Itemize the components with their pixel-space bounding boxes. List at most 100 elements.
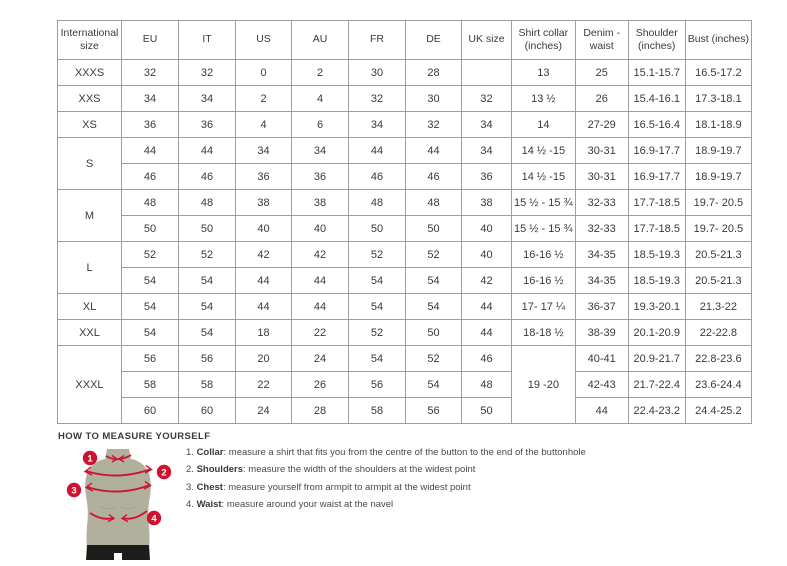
size-cell: S [57,137,122,190]
table-cell: 34 [461,137,512,164]
marker-1-badge: 1 [82,450,98,466]
header-international-size: International size [57,20,122,60]
table-cell: 44 [291,293,349,320]
table-cell: 22.8-23.6 [684,345,753,372]
size-cell: XXXS [57,59,122,86]
chest-contour-left [98,505,116,510]
table-cell: 44 [178,137,236,164]
table-cell: 4 [291,85,349,112]
table-row: 58 58 22 26 56 54 48 42-43 21.7-22.4 23.6-24.4 [58,371,753,398]
table-cell: 54 [348,267,406,294]
table-cell: 20 [235,345,292,372]
table-cell: 44 [461,319,512,346]
marker-2-badge: 2 [156,464,172,480]
marker-1-number: 1 [87,453,93,464]
table-cell: 19.7- 20.5 [684,215,753,242]
size-cell: XL [57,293,122,320]
table-cell: 32 [461,85,512,112]
table-row: S 44 44 34 34 44 44 34 14 ½ -15 30-31 16.9-17.7 18.… [57,137,753,190]
table-cell: 44 [348,137,406,164]
marker-3-badge: 3 [66,482,82,498]
table-cell: 30 [348,59,406,86]
collar-arrow-left [117,454,125,463]
marker-4-number: 4 [151,513,157,524]
table-cell: 38 [235,189,292,216]
table-cell: 17.3-18.1 [684,85,753,112]
table-row: 54 54 44 44 54 54 42 16-16 ½ 34-35 18.5-19.3 20.5-… [58,267,753,294]
table-cell: 20.1-20.9 [627,319,686,346]
chest-arrow-right [143,480,152,490]
table-cell: 36-37 [574,293,629,320]
table-cell: 16.5-17.2 [684,59,753,86]
shoulders-measure-line [85,468,152,477]
chest-measure-line [86,484,151,493]
table-row: 50 50 40 40 50 50 40 15 ½ - 15 ¾ 32-33 17.7-18.5 1… [58,215,753,242]
size-cell: M [57,189,122,242]
collar-cell: 14 [511,111,576,138]
table-cell: 44 [461,293,512,320]
measure-section-heading: HOW TO MEASURE YOURSELF [58,431,211,442]
table-cell: 54 [178,267,236,294]
table-cell: 20.5-21.3 [684,241,753,268]
table-cell: 52 [405,241,462,268]
table-header-row: International size EU IT US AU FR DE UK … [57,20,753,60]
step-number: 3. [186,481,197,493]
table-cell: 50 [405,215,462,242]
table-cell: 56 [348,371,406,398]
mannequin-illustration: 1 2 3 4 [66,449,172,560]
mannequin-shorts [86,545,150,560]
table-cell: 22 [235,371,292,398]
table-row: XS 36 36 4 6 34 32 34 14 27-29 16.5-16.4 18.1-18.9 [57,111,753,138]
marker-4-badge: 4 [146,510,162,526]
table-cell: 42 [235,241,292,268]
table-cell: 40 [291,215,349,242]
step-text: : measure around your waist at the navel [221,499,394,511]
waist-arrow-right [107,513,116,523]
header-au: AU [291,20,349,60]
table-cell: 15.1-15.7 [627,59,686,86]
measure-figure: 1 2 3 4 [62,446,198,564]
table-cell: 52 [348,319,406,346]
table-cell: 6 [291,111,349,138]
table-cell: 48 [405,189,462,216]
table-cell: 50 [461,397,512,424]
table-cell: 24.4-25.2 [684,397,753,424]
table-cell: 58 [178,371,236,398]
collar-cell: 15 ½ - 15 ¾ [511,189,576,216]
table-cell: 19.7- 20.5 [684,189,753,216]
table-cell: 32 [178,59,236,86]
header-eu: EU [121,20,179,60]
table-cell: 22.4-23.2 [627,397,686,424]
step-number: 4. [186,499,197,511]
table-cell: 50 [121,215,179,242]
table-cell: 34 [178,85,236,112]
table-cell: 40 [461,241,512,268]
table-cell: 30 [405,85,462,112]
collar-cell: 17- 17 ¼ [511,293,576,320]
table-cell: 44 [121,137,179,164]
table-cell: 52 [348,241,406,268]
table-cell: 34 [348,111,406,138]
table-cell: 56 [178,345,236,372]
table-cell: 30-31 [574,163,629,190]
table-cell: 20.5-21.3 [684,267,753,294]
size-table-body: XXXS 32 32 0 2 30 28 13 25 15.1-15.7 16.5-17.2 XXS 3… [57,59,753,424]
table-cell: 22 [291,319,349,346]
table-cell: 60 [121,397,179,424]
table-cell: 22-22.8 [684,319,753,346]
size-cell: XXL [57,319,122,346]
table-cell: 40 [461,215,512,242]
table-cell: 18.9-19.7 [684,163,753,190]
table-cell: 58 [348,397,406,424]
step-text: : measure yourself from armpit to armpit… [222,481,471,493]
table-cell: 44 [235,293,292,320]
table-cell: 25 [574,59,629,86]
table-cell: 38-39 [574,319,629,346]
table-cell: 18.1-18.9 [684,111,753,138]
size-cell: XXS [57,85,122,112]
table-cell: 27-29 [574,111,629,138]
table-cell: 46 [121,163,179,190]
table-row: 46 46 36 36 46 46 36 14 ½ -15 30-31 16.9-17.7 18.9… [58,163,753,190]
collar-cell: 13 [511,59,576,86]
